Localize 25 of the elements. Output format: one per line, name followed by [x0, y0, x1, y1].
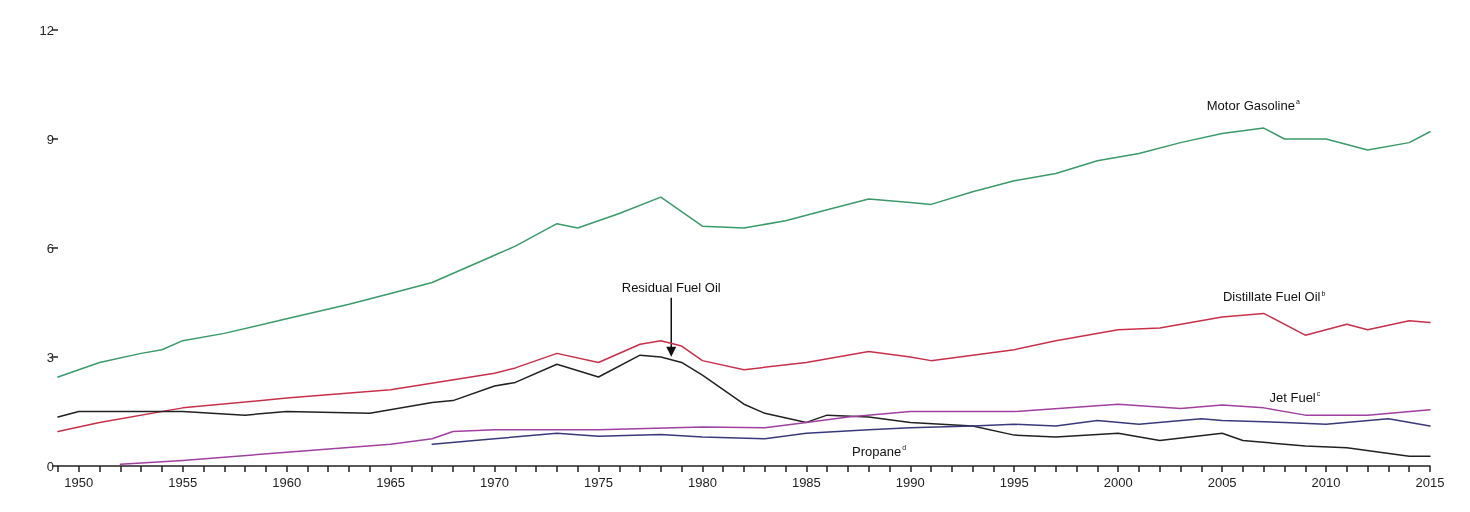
x-tick-label: 1975: [584, 475, 613, 490]
x-tick-label: 1970: [480, 475, 510, 490]
line-series: [57, 354, 1431, 457]
text: Residual Fuel Oil: [621, 280, 721, 296]
y-tick-label: 0: [46, 458, 54, 474]
y-tick-label: 6: [46, 240, 54, 256]
y-tick-label: 9: [46, 131, 54, 147]
x-tick-label: 1960: [272, 475, 302, 490]
x-tick-label: 1990: [895, 475, 925, 490]
line-series: [431, 418, 1431, 445]
x-tick-label: 2000: [1103, 475, 1133, 490]
x-tick-label: 1955: [168, 475, 198, 490]
x-tick-label: 2015: [1415, 475, 1445, 490]
x-tick-label: 2010: [1311, 475, 1341, 490]
y-tick-label: 3: [46, 349, 54, 365]
x-tick-label: 2005: [1207, 475, 1237, 490]
x-tick-label: 1965: [376, 475, 406, 490]
line-series: [57, 127, 1431, 378]
x-tick-label: 1980: [687, 475, 717, 490]
line-series: [57, 312, 1431, 433]
y-tick-label: 12: [39, 22, 54, 38]
line-series: [119, 403, 1431, 465]
x-tick-label: 1995: [999, 475, 1029, 490]
x-tick-label: 1950: [64, 475, 94, 490]
x-tick-label: 1985: [791, 475, 821, 490]
